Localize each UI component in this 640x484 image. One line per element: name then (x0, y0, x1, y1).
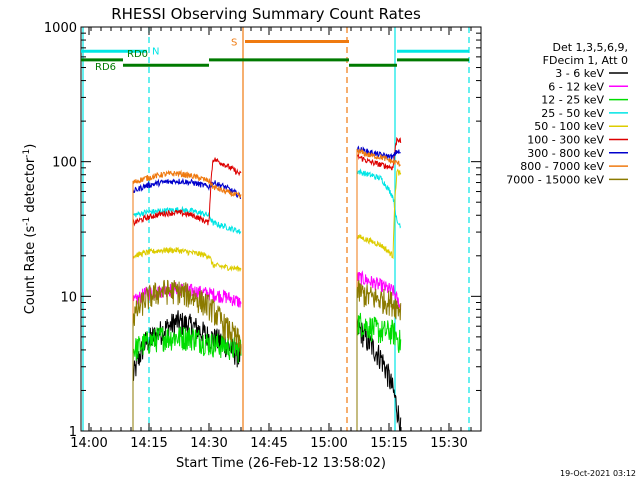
series-curve (356, 145, 401, 431)
flag-label: N (152, 46, 159, 57)
y-tick-label: 1000 (44, 21, 77, 36)
legend-entry-label: 50 - 100 keV (534, 120, 604, 133)
series-25-50-kev (132, 168, 402, 431)
y-tick-label: 10 (60, 290, 77, 305)
series-curve (132, 157, 242, 431)
series-12-25-kev (132, 312, 402, 431)
flag-rd6: RD6 (95, 62, 397, 73)
x-tick-label: 15:15 (370, 436, 407, 451)
series-curve (356, 270, 402, 431)
y-axis-label-end: ) (23, 144, 38, 149)
x-tick-label: 15:00 (310, 436, 347, 451)
chart-title: RHESSI Observing Summary Count Rates (111, 5, 421, 23)
legend-entry-label: 12 - 25 keV (541, 94, 604, 107)
flag-rd0: RD0 (81, 49, 469, 62)
legend-entry-label: 25 - 50 keV (541, 107, 604, 120)
legend-header-line: FDecim 1, Att 0 (543, 54, 628, 67)
series-curve (132, 326, 242, 431)
flag-label: S (231, 38, 237, 49)
y-axis-label-mid: detector (23, 157, 38, 217)
series-curve (132, 205, 242, 431)
y-tick-label: 1 (69, 425, 77, 440)
y-tick-label: 100 (52, 156, 77, 171)
x-tick-label: 14:15 (130, 436, 167, 451)
series-curve (356, 312, 402, 431)
legend-entry-label: 3 - 6 keV (555, 67, 604, 80)
x-tick-label: 14:30 (190, 436, 227, 451)
y-axis-label-sup1: -1 (22, 217, 32, 226)
series-50-100-kev (132, 168, 402, 431)
flag-label: RD0 (127, 49, 148, 60)
series-800-7000-kev (132, 148, 401, 431)
flag-label: RD6 (95, 62, 116, 73)
legend-entry-label: 300 - 800 keV (527, 147, 604, 160)
y-axis-label: Count Rate (s-1 detector-1) (22, 144, 38, 315)
legend: Det 1,3,5,6,9,FDecim 1, Att 03 - 6 keV6 … (506, 41, 628, 186)
series-300-800-kev (132, 145, 401, 431)
x-tick-label: 15:30 (430, 436, 467, 451)
y-axis-label-sup2: -1 (22, 149, 32, 158)
series-100-300-kev (132, 136, 402, 431)
series-curve (132, 279, 242, 431)
flag-s: S (231, 38, 349, 49)
legend-entry-label: 100 - 300 keV (527, 134, 604, 147)
series-7000-15000-kev (132, 279, 402, 431)
series-curve (356, 168, 402, 431)
series-curve (356, 148, 401, 431)
legend-header-line: Det 1,3,5,6,9, (552, 41, 628, 54)
flag-n: N (81, 46, 469, 57)
legend-entry-label: 7000 - 15000 keV (506, 173, 604, 186)
y-axis-label-main: Count Rate (s (23, 226, 38, 315)
x-tick-label: 14:45 (250, 436, 287, 451)
series-curve (356, 279, 402, 431)
generated-timestamp: 19-Oct-2021 03:12 (560, 469, 636, 478)
legend-entry-label: 800 - 7000 keV (520, 160, 604, 173)
series-curve (132, 169, 242, 431)
legend-entry-label: 6 - 12 keV (548, 80, 604, 93)
series-curve (356, 168, 402, 431)
series-curve (356, 136, 402, 431)
x-tick-label: 14:00 (70, 436, 107, 451)
series-curve (132, 246, 242, 431)
x-axis-label: Start Time (26-Feb-12 13:58:02) (176, 456, 386, 471)
series-curve (356, 318, 402, 432)
series-curve (132, 177, 242, 431)
